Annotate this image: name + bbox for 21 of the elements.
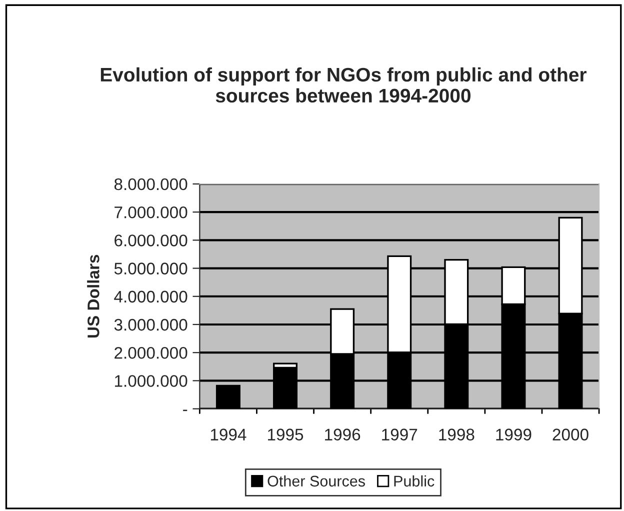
bar xyxy=(216,384,240,409)
y-tick-label: 2.000.000 xyxy=(114,346,188,359)
legend-label: Public xyxy=(394,475,434,487)
legend-label: Other Sources xyxy=(268,475,365,487)
y-tick-label: - xyxy=(183,410,188,412)
y-tick-label: 4.000.000 xyxy=(114,290,188,303)
x-tick-label: 1999 xyxy=(496,428,532,440)
x-tick-label: 2000 xyxy=(552,428,588,440)
y-tick-label: 8.000.000 xyxy=(114,178,188,190)
y-tick-label: 5.000.000 xyxy=(114,262,188,274)
y-tick-label: 6.000.000 xyxy=(114,234,188,246)
x-tick-label: 1995 xyxy=(268,428,304,440)
x-tick-label: 1994 xyxy=(210,428,246,440)
x-tick-label: 1998 xyxy=(439,428,474,440)
y-axis-title: US Dollars xyxy=(87,254,100,338)
chart-title: Evolution of support for NGOs from public and other sources between 1994-2000 xyxy=(100,67,587,103)
x-tick-label: 1997 xyxy=(382,428,418,440)
x-tick-label: 1996 xyxy=(325,428,360,440)
y-tick-label: 7.000.000 xyxy=(114,206,188,218)
y-tick-label: 3.000.000 xyxy=(114,318,188,331)
y-tick-label: 1.000.000 xyxy=(115,375,188,387)
